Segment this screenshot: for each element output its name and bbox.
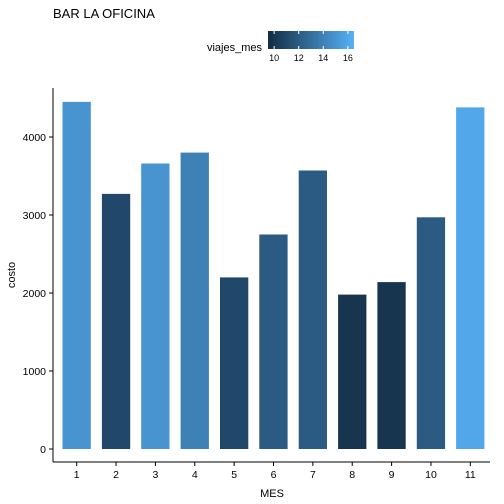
- x-tick-label: 10: [425, 469, 437, 481]
- color-legend: viajes_mes 10 12 14 16: [207, 31, 354, 63]
- bar-mes-5: [220, 277, 248, 449]
- bar-mes-11: [456, 107, 484, 449]
- bar-mes-4: [181, 153, 209, 449]
- x-tick-label: 2: [113, 469, 119, 481]
- bar-mes-2: [102, 194, 130, 449]
- x-tick-label: 8: [349, 469, 355, 481]
- bar-mes-10: [417, 217, 445, 449]
- x-tick-label: 6: [271, 469, 277, 481]
- bar-mes-1: [63, 102, 91, 449]
- legend-colorbar: [268, 31, 354, 49]
- legend-tick-label: 10: [269, 53, 279, 63]
- y-tick-label: 4000: [23, 132, 47, 144]
- x-tick-label: 3: [152, 469, 158, 481]
- x-tick-label: 1: [74, 469, 80, 481]
- bar-mes-6: [259, 235, 287, 450]
- legend-tick-label: 16: [343, 53, 353, 63]
- x-tick-label: 5: [231, 469, 237, 481]
- chart-title: BAR LA OFICINA: [53, 6, 155, 21]
- x-tick-label: 4: [192, 469, 198, 481]
- legend-tick-label: 14: [318, 53, 328, 63]
- x-tick-label: 7: [310, 469, 316, 481]
- bar-mes-3: [141, 164, 169, 450]
- legend-tick-label: 12: [294, 53, 304, 63]
- x-tick-label: 9: [389, 469, 395, 481]
- y-tick-label: 3000: [23, 210, 47, 222]
- bar-mes-9: [377, 282, 405, 449]
- legend-title: viajes_mes: [207, 42, 263, 54]
- x-tick-label: 11: [465, 469, 476, 481]
- y-axis-title: costo: [6, 262, 18, 288]
- bar-mes-8: [338, 295, 366, 449]
- y-tick-label: 1000: [23, 366, 47, 378]
- bar-mes-7: [299, 171, 327, 450]
- x-axis-title: MES: [260, 488, 284, 500]
- y-tick-label: 0: [40, 444, 46, 456]
- y-tick-label: 2000: [23, 288, 47, 300]
